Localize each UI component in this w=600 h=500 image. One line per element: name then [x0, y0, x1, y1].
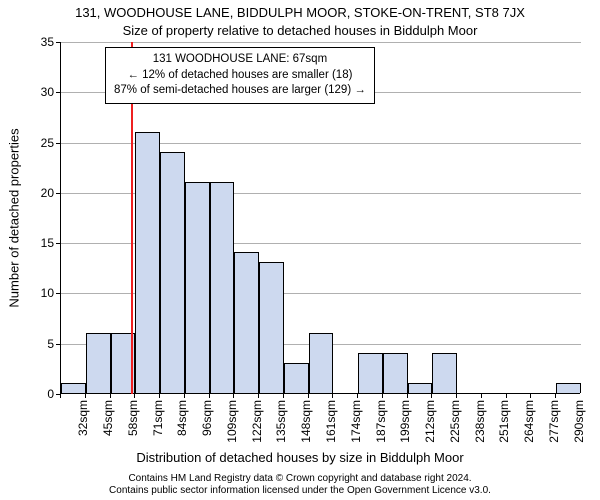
y-tick-label: 30	[24, 85, 54, 99]
chart-container: 131, WOODHOUSE LANE, BIDDULPH MOOR, STOK…	[0, 0, 600, 500]
y-tick-label: 20	[24, 186, 54, 200]
y-tick-label: 5	[24, 337, 54, 351]
histogram-bar	[284, 363, 309, 393]
y-tick-mark	[56, 344, 60, 345]
x-tick-mark	[233, 394, 234, 398]
y-tick-label: 10	[24, 286, 54, 300]
x-tick-mark	[530, 394, 531, 398]
legend-line-2: ← 12% of detached houses are smaller (18…	[114, 68, 366, 84]
x-tick-mark	[159, 394, 160, 398]
x-tick-label: 32sqm	[76, 400, 90, 436]
histogram-bar	[185, 182, 210, 393]
x-tick-label: 109sqm	[225, 400, 239, 443]
x-axis-label: Distribution of detached houses by size …	[0, 450, 600, 465]
x-tick-mark	[555, 394, 556, 398]
histogram-bar	[408, 383, 433, 393]
x-tick-label: 148sqm	[299, 400, 313, 443]
legend-line-1: 131 WOODHOUSE LANE: 67sqm	[114, 52, 366, 68]
y-tick-mark	[56, 243, 60, 244]
footer-line-2: Contains public sector information licen…	[0, 485, 600, 497]
footer-line-1: Contains HM Land Registry data © Crown c…	[0, 473, 600, 485]
x-tick-label: 161sqm	[324, 400, 338, 443]
x-tick-mark	[283, 394, 284, 398]
x-tick-label: 277sqm	[547, 400, 561, 443]
x-tick-label: 290sqm	[572, 400, 586, 443]
y-tick-label: 0	[24, 387, 54, 401]
x-tick-mark	[308, 394, 309, 398]
histogram-bar	[556, 383, 581, 393]
y-tick-mark	[56, 42, 60, 43]
x-tick-label: 199sqm	[398, 400, 412, 443]
x-tick-mark	[209, 394, 210, 398]
x-tick-mark	[85, 394, 86, 398]
histogram-bar	[358, 353, 383, 393]
histogram-bar	[234, 252, 259, 393]
x-tick-label: 187sqm	[374, 400, 388, 443]
histogram-bar	[61, 383, 86, 393]
y-tick-label: 35	[24, 35, 54, 49]
x-tick-label: 264sqm	[522, 400, 536, 443]
legend-box: 131 WOODHOUSE LANE: 67sqm ← 12% of detac…	[105, 47, 375, 104]
x-tick-label: 225sqm	[448, 400, 462, 443]
x-tick-label: 174sqm	[349, 400, 363, 443]
x-tick-mark	[60, 394, 61, 398]
chart-subtitle: Size of property relative to detached ho…	[0, 23, 600, 38]
x-tick-label: 96sqm	[200, 400, 214, 436]
x-tick-mark	[382, 394, 383, 398]
histogram-bar	[383, 353, 408, 393]
x-tick-mark	[184, 394, 185, 398]
chart-title: 131, WOODHOUSE LANE, BIDDULPH MOOR, STOK…	[0, 5, 600, 20]
x-tick-mark	[431, 394, 432, 398]
y-tick-mark	[56, 143, 60, 144]
x-tick-mark	[258, 394, 259, 398]
gridline	[61, 42, 581, 43]
x-tick-label: 135sqm	[274, 400, 288, 443]
footer-attribution: Contains HM Land Registry data © Crown c…	[0, 473, 600, 497]
y-tick-label: 25	[24, 136, 54, 150]
x-tick-label: 84sqm	[175, 400, 189, 436]
histogram-bar	[259, 262, 284, 393]
x-tick-label: 212sqm	[423, 400, 437, 443]
y-tick-mark	[56, 92, 60, 93]
x-tick-label: 122sqm	[250, 400, 264, 443]
histogram-bar	[86, 333, 111, 393]
x-tick-mark	[506, 394, 507, 398]
x-tick-label: 45sqm	[101, 400, 115, 436]
x-tick-label: 238sqm	[473, 400, 487, 443]
y-tick-label: 15	[24, 236, 54, 250]
histogram-bar	[135, 132, 160, 393]
x-tick-mark	[481, 394, 482, 398]
y-axis-label: Number of detached properties	[7, 128, 22, 307]
y-tick-mark	[56, 193, 60, 194]
x-tick-mark	[407, 394, 408, 398]
x-tick-label: 251sqm	[497, 400, 511, 443]
x-tick-mark	[332, 394, 333, 398]
histogram-bar	[309, 333, 334, 393]
y-tick-mark	[56, 293, 60, 294]
x-tick-mark	[357, 394, 358, 398]
histogram-bar	[160, 152, 185, 393]
histogram-bar	[432, 353, 457, 393]
x-tick-label: 71sqm	[151, 400, 165, 436]
x-tick-label: 58sqm	[126, 400, 140, 436]
x-tick-mark	[134, 394, 135, 398]
x-tick-mark	[456, 394, 457, 398]
legend-line-3: 87% of semi-detached houses are larger (…	[114, 83, 366, 99]
histogram-bar	[210, 182, 235, 393]
x-tick-mark	[110, 394, 111, 398]
